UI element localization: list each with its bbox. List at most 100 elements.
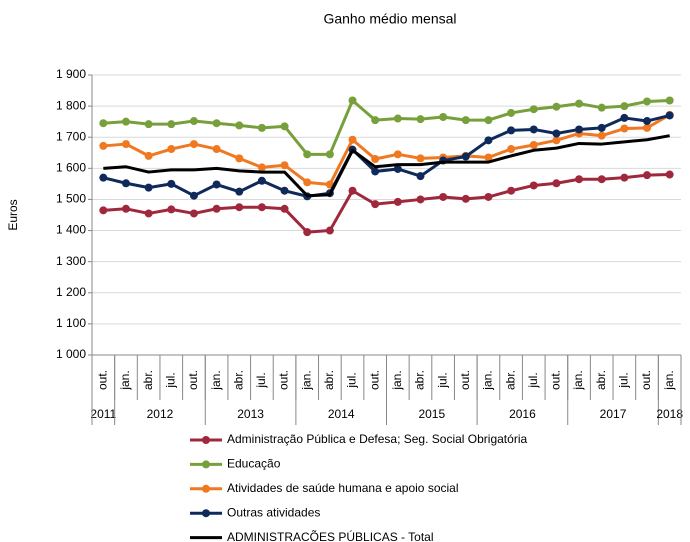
data-point [121,179,130,188]
x-tick-label: abr. [594,370,608,390]
data-point [529,105,538,114]
legend-label: Outras atividades [227,505,320,519]
data-point [575,175,584,184]
data-point [280,161,289,170]
data-point [461,116,470,125]
data-point [507,108,516,117]
y-tick-label: 1 400 [56,223,86,237]
data-point [552,129,561,138]
x-group-label: 2011 [90,407,116,421]
series-line [103,173,670,234]
data-point [371,167,380,176]
data-point [393,164,402,173]
data-point [167,205,176,214]
data-point [212,145,221,154]
data-point [665,96,674,105]
x-tick-label: jan. [481,370,495,390]
data-point [235,187,244,196]
data-point [529,141,538,149]
data-point [235,154,244,163]
data-point [643,97,652,106]
x-group-label: 2013 [237,407,264,421]
data-point [371,116,380,125]
data-point [144,151,153,160]
data-point [620,102,629,111]
legend-marker [202,509,210,518]
data-point [167,145,176,154]
data-point [371,155,380,163]
data-point [597,131,606,140]
x-tick-label: abr. [413,370,427,390]
data-point [484,116,493,125]
x-group-label: 2018 [656,407,683,421]
data-point [461,194,470,203]
data-point [529,125,538,134]
data-point [439,113,448,121]
legend-marker [202,484,210,493]
x-tick-label: abr. [231,370,245,390]
data-point [303,150,312,159]
data-point [507,126,516,135]
y-tick-label: 1 300 [56,254,86,268]
data-point [665,170,674,179]
x-tick-label: jan. [571,370,585,390]
x-tick-label: jul. [254,372,268,388]
data-point [643,123,652,132]
data-point [393,150,402,159]
x-tick-label: out. [549,370,563,390]
data-point [393,114,402,123]
y-tick-label: 1 900 [56,67,86,81]
data-point [416,195,425,204]
series-line [103,113,671,187]
data-point [325,226,334,235]
data-point [620,173,629,182]
y-tick-label: 1 100 [56,316,86,330]
data-point [597,175,606,184]
y-tick-label: 1 000 [56,347,86,361]
data-point [189,209,198,218]
data-point [507,186,516,195]
data-point [121,140,130,149]
x-tick-label: out. [95,370,109,390]
data-point [212,204,221,213]
x-tick-label: abr. [141,370,155,390]
data-point [348,186,357,195]
y-tick-label: 1 500 [56,192,86,206]
data-point [643,117,652,126]
data-point [303,228,312,237]
legend-marker [202,436,210,444]
data-point [348,135,357,144]
data-point [189,191,198,200]
data-point [484,192,493,201]
data-point [121,204,130,213]
data-point [371,200,380,209]
x-tick-label: out. [458,370,472,390]
chart-title: Ganho médio mensal [323,11,456,27]
x-tick-label: jan. [118,370,132,390]
legend-marker [202,460,210,469]
data-point [144,209,153,218]
x-tick-label: jul. [345,372,359,388]
data-point [167,120,176,129]
data-point [575,99,584,108]
x-tick-label: jan. [662,370,676,390]
legend-label: Atividades de saúde humana e apoio socia… [227,481,459,495]
data-point [393,197,402,206]
data-point [416,172,425,181]
data-point [620,124,629,133]
data-point [643,171,652,180]
y-tick-label: 1 600 [56,161,86,175]
x-group-label: 2014 [328,407,355,421]
data-point [461,152,470,161]
y-tick-label: 1 200 [56,285,86,299]
data-point [280,204,289,213]
data-point [303,178,312,187]
data-point [325,150,334,159]
data-point [212,119,221,128]
data-point [552,179,561,188]
data-point [597,123,606,132]
x-group-label: 2012 [147,407,174,421]
y-tick-label: 1 800 [56,98,86,112]
x-group-label: 2015 [418,407,445,421]
